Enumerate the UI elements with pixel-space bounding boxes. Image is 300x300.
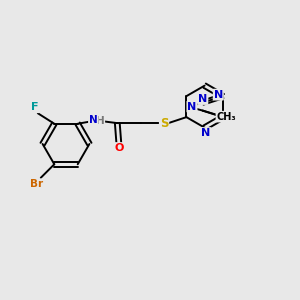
Text: S: S: [160, 117, 168, 130]
Text: N: N: [187, 102, 196, 112]
Text: H: H: [95, 116, 104, 126]
Text: F: F: [31, 102, 39, 112]
Text: N: N: [89, 115, 98, 124]
Text: Br: Br: [30, 179, 43, 189]
Text: N: N: [202, 128, 211, 138]
Text: N: N: [198, 94, 207, 104]
Text: CH₃: CH₃: [216, 112, 236, 122]
Text: N: N: [214, 90, 223, 100]
Text: O: O: [114, 143, 124, 153]
